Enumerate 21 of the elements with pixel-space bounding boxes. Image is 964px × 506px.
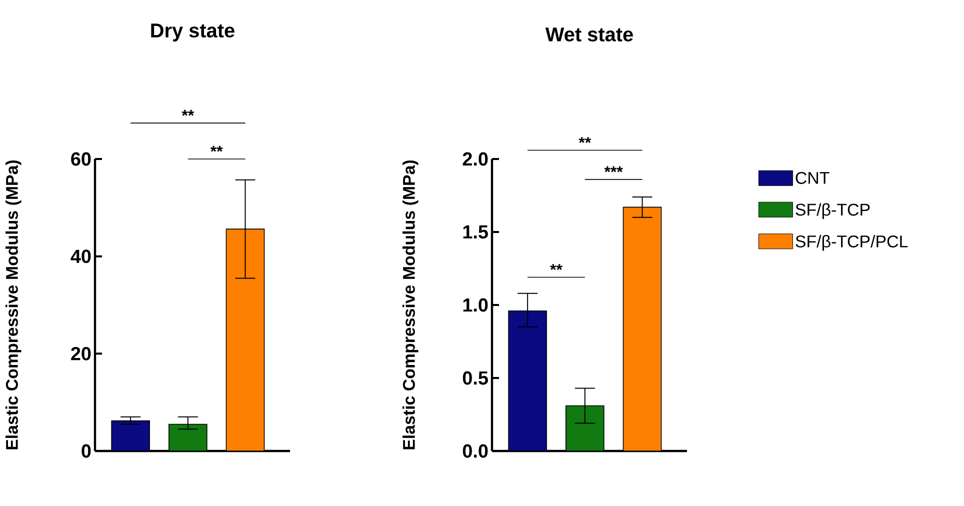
legend-label: CNT [796, 172, 830, 184]
text: ** [578, 137, 592, 144]
annotation: *** [604, 166, 623, 172]
y-tick-label: 0.5 [462, 371, 488, 385]
y-tick-label: 0 [82, 444, 91, 458]
y-tick-label: 1.5 [463, 225, 488, 239]
y-tick-label: 40 [70, 250, 91, 264]
legend-label: SF/β-TCP [796, 203, 870, 220]
y-tick-label: 60 [71, 152, 91, 166]
text: ** [210, 146, 223, 152]
y-tick-label: 20 [71, 346, 91, 360]
y-tick-label: 1.0 [463, 298, 488, 312]
y-axis-title: Elastic Compressive Modulus (MPa) [402, 160, 418, 450]
text: ** [182, 110, 194, 116]
legend-label: SF/β-TCP/PCL [796, 235, 908, 251]
y-tick-label: 0.0 [462, 444, 488, 458]
annotation: ** [550, 264, 562, 270]
chart-title: Wet state [545, 28, 633, 42]
y-tick-label: 2.0 [462, 152, 488, 166]
chart-title: Dry state [151, 24, 234, 42]
y-axis-title: Elastic Compressive Modulus (MPa) [6, 160, 22, 450]
